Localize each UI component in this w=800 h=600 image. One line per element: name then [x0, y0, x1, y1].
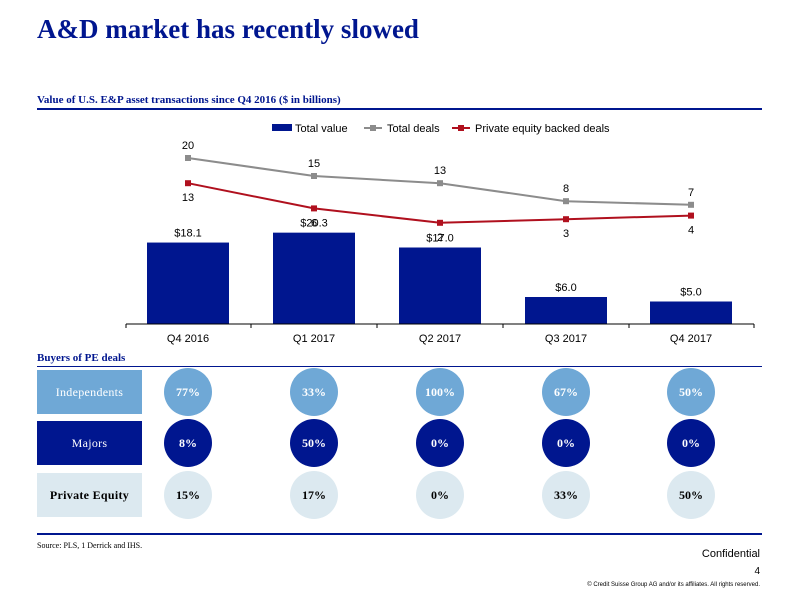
buyers-divider — [37, 366, 762, 367]
x-tick-label-2: Q1 2017 — [293, 333, 335, 345]
legend-marker-3 — [458, 125, 464, 131]
x-tick-label-1: Q4 2016 — [167, 333, 209, 345]
line-1-point-2 — [311, 173, 317, 179]
buyer-share-circle: 77% — [164, 368, 212, 416]
bar-4 — [525, 297, 607, 324]
bar-3 — [399, 247, 481, 324]
transactions-chart: Total value Total deals Private equity bac… — [125, 123, 755, 345]
line-2-point-5 — [688, 212, 694, 219]
line-1-point-5 — [688, 201, 694, 208]
line-2-label-5: 4 — [688, 225, 694, 237]
buyer-row-label-1: Independents — [37, 370, 142, 414]
line-1-point-3 — [437, 180, 443, 187]
page-number: 4 — [754, 566, 760, 577]
line-1-point-4 — [563, 198, 569, 205]
buyer-share-circle: 8% — [164, 419, 212, 467]
confidential-label: Confidential — [701, 548, 760, 560]
buyer-row-label-3: Private Equity — [37, 473, 142, 517]
buyer-share-circle: 0% — [542, 419, 590, 467]
legend-marker-2 — [370, 125, 376, 131]
buyer-share-circle: 50% — [667, 368, 715, 416]
buyer-share-circle: 33% — [290, 368, 338, 416]
line-2-point-1 — [185, 180, 191, 187]
legend-swatch-1 — [272, 124, 292, 131]
x-tick-label-3: Q2 2017 — [419, 333, 461, 345]
chart-subtitle: Value of U.S. E&P asset transactions sin… — [37, 94, 341, 106]
buyer-share-circle: 15% — [164, 471, 212, 519]
buyer-share-circle: 17% — [290, 471, 338, 519]
bar-1 — [147, 242, 229, 324]
legend-label-2: Total deals — [387, 123, 440, 135]
line-2-label-4: 3 — [563, 228, 569, 240]
buyer-share-circle: 0% — [416, 419, 464, 467]
bar-value-label-3: $17.0 — [426, 233, 454, 245]
line-2-point-3 — [437, 219, 443, 226]
bar-value-label-4: $6.0 — [555, 282, 576, 294]
line-1-label-3: 13 — [434, 165, 446, 177]
buyer-share-circle: 67% — [542, 368, 590, 416]
line-2-point-4 — [563, 216, 569, 223]
line-2-point-2 — [311, 205, 317, 212]
line-2-label-2: 6 — [311, 217, 317, 229]
buyer-share-circle: 0% — [667, 419, 715, 467]
buyer-share-circle: 33% — [542, 471, 590, 519]
line-1-label-5: 7 — [688, 187, 694, 199]
buyer-share-circle: 50% — [290, 419, 338, 467]
bar-2 — [273, 232, 355, 324]
buyer-share-circle: 0% — [416, 471, 464, 519]
title-divider — [37, 108, 762, 110]
buyer-share-circle: 100% — [416, 368, 464, 416]
page-title: A&D market has recently slowed — [37, 14, 419, 44]
footer-divider — [37, 533, 762, 535]
line-2-label-3: 2 — [437, 232, 443, 244]
copyright-notice: © Credit Suisse Group AG and/or its affi… — [587, 582, 760, 588]
source-note: Source: PLS, 1 Derrick and IHS. — [37, 541, 143, 550]
bar-5 — [650, 301, 732, 324]
buyer-share-circle: 50% — [667, 471, 715, 519]
x-tick-label-5: Q4 2017 — [670, 333, 712, 345]
line-1-label-4: 8 — [563, 183, 569, 195]
bar-value-label-1: $18.1 — [174, 228, 202, 240]
line-1-label-1: 20 — [182, 140, 194, 152]
buyers-section-title: Buyers of PE deals — [37, 352, 126, 364]
line-1-label-2: 15 — [308, 158, 320, 170]
bar-value-label-5: $5.0 — [680, 287, 701, 299]
line-2-label-1: 13 — [182, 192, 194, 204]
x-tick-label-4: Q3 2017 — [545, 333, 587, 345]
legend-label-1: Total value — [295, 123, 348, 135]
line-1-point-1 — [185, 155, 191, 161]
legend-label-3: Private equity backed deals — [475, 123, 610, 135]
buyer-row-label-2: Majors — [37, 421, 142, 465]
bar-value-label-2: $20.3 — [300, 218, 328, 230]
